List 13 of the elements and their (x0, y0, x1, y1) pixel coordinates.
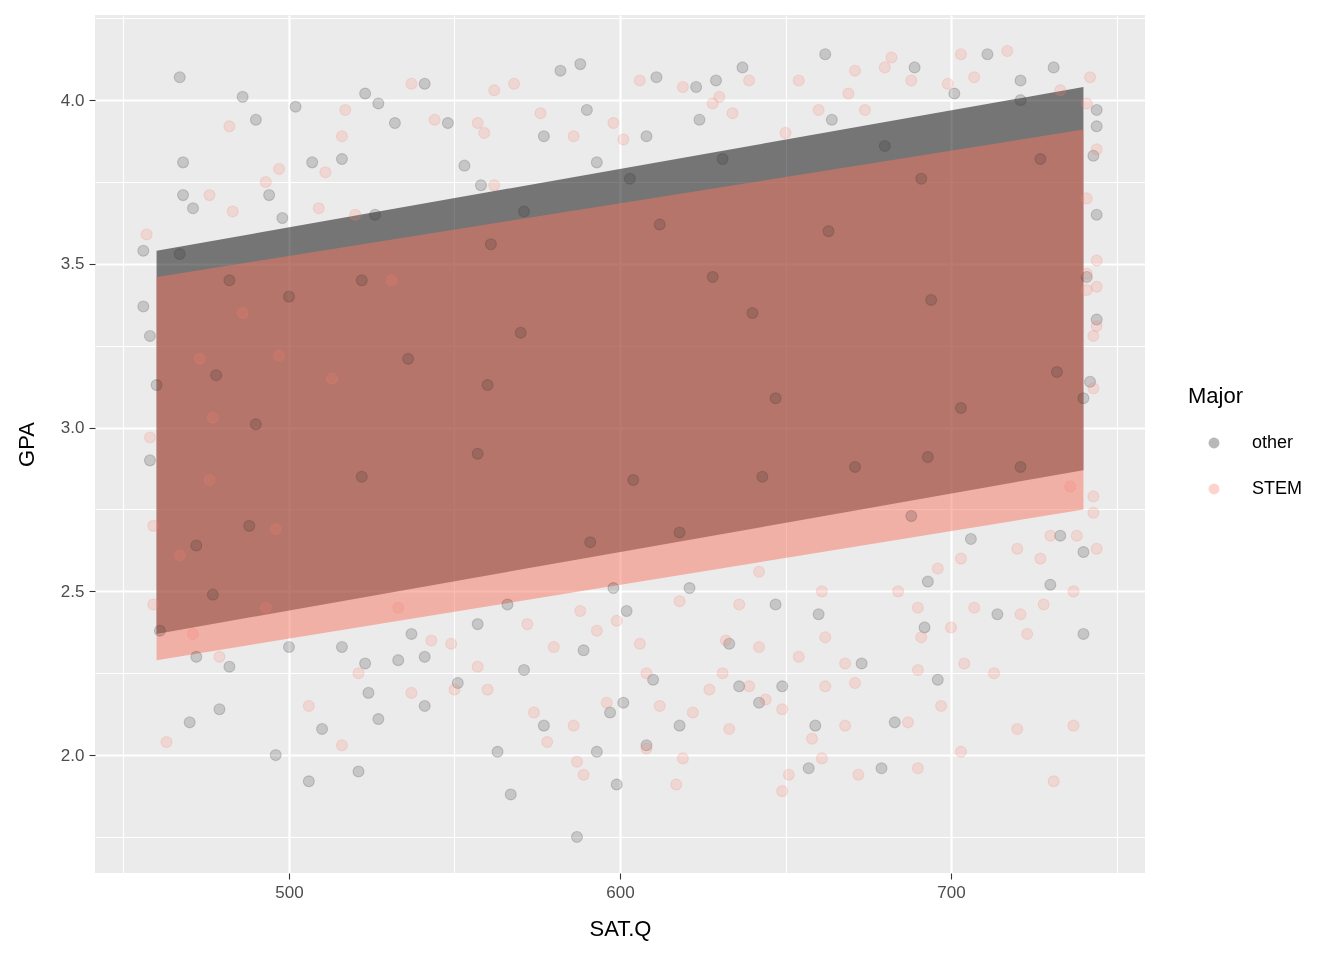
y-tick-label: 3.0 (60, 418, 85, 438)
y-tick-label: 4.0 (60, 90, 85, 110)
legend-label: other (1252, 432, 1294, 452)
x-tick-label: 500 (275, 882, 304, 902)
x-tick-label: 700 (937, 882, 966, 902)
y-tick-label: 2.5 (60, 581, 85, 601)
legend-title: Major (1188, 383, 1244, 408)
y-axis-title: GPA (13, 421, 39, 467)
x-tick-label: 600 (606, 882, 635, 902)
y-tick-label: 3.5 (60, 254, 85, 274)
x-axis-title: SAT.Q (589, 915, 652, 941)
y-tick-label: 2.0 (60, 745, 85, 765)
legend-label: STEM (1252, 478, 1303, 498)
